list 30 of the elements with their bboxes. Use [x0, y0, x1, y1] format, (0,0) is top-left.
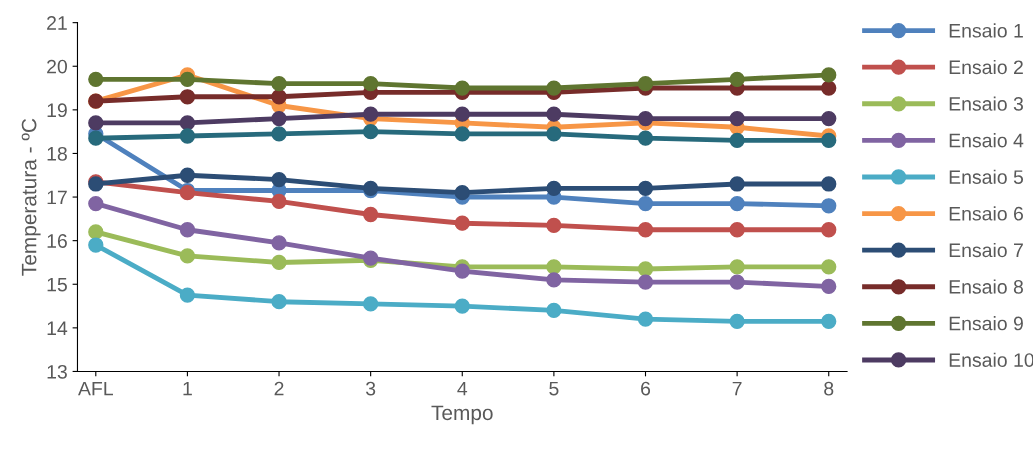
y-tick-label: 21: [47, 16, 67, 30]
y-tick-label: 19: [47, 103, 67, 118]
legend-label: Ensaio 4: [949, 133, 1024, 148]
y-axis-title: Temperatura - ºC: [21, 118, 41, 276]
y-tick-label: 14: [47, 321, 68, 335]
legend-label: Ensaio 1: [949, 23, 1023, 38]
y-tick-label: 17: [47, 190, 67, 205]
x-tick-label: AFL: [78, 381, 113, 396]
y-tick-label: 13: [47, 364, 67, 379]
legend-label: Ensaio 8: [949, 279, 1023, 294]
legend-label: Ensaio 7: [949, 242, 1023, 258]
x-tick-label: 8: [824, 381, 834, 396]
y-tick-label: 16: [47, 234, 67, 248]
legend-label: Ensaio 2: [949, 59, 1023, 75]
x-tick-label: 1: [183, 381, 192, 396]
x-tick-label: 7: [732, 381, 742, 396]
y-tick-label: 15: [47, 277, 67, 292]
legend-label: Ensaio 10: [949, 352, 1033, 367]
x-tick-label: 6: [641, 381, 651, 396]
legend-label: Ensaio 5: [949, 169, 1024, 184]
y-tick-label: 18: [47, 146, 67, 161]
x-tick-label: 3: [365, 381, 376, 396]
x-tick-label: 4: [457, 381, 468, 396]
legend-label: Ensaio 9: [949, 316, 1023, 331]
legend-label: Ensaio 3: [949, 96, 1023, 111]
x-tick-label: 5: [549, 381, 559, 396]
y-tick-label: 20: [47, 59, 67, 74]
x-tick-label: 2: [274, 381, 284, 396]
x-axis-title: Tempo: [431, 405, 493, 425]
legend-label: Ensaio 6: [949, 206, 1023, 221]
